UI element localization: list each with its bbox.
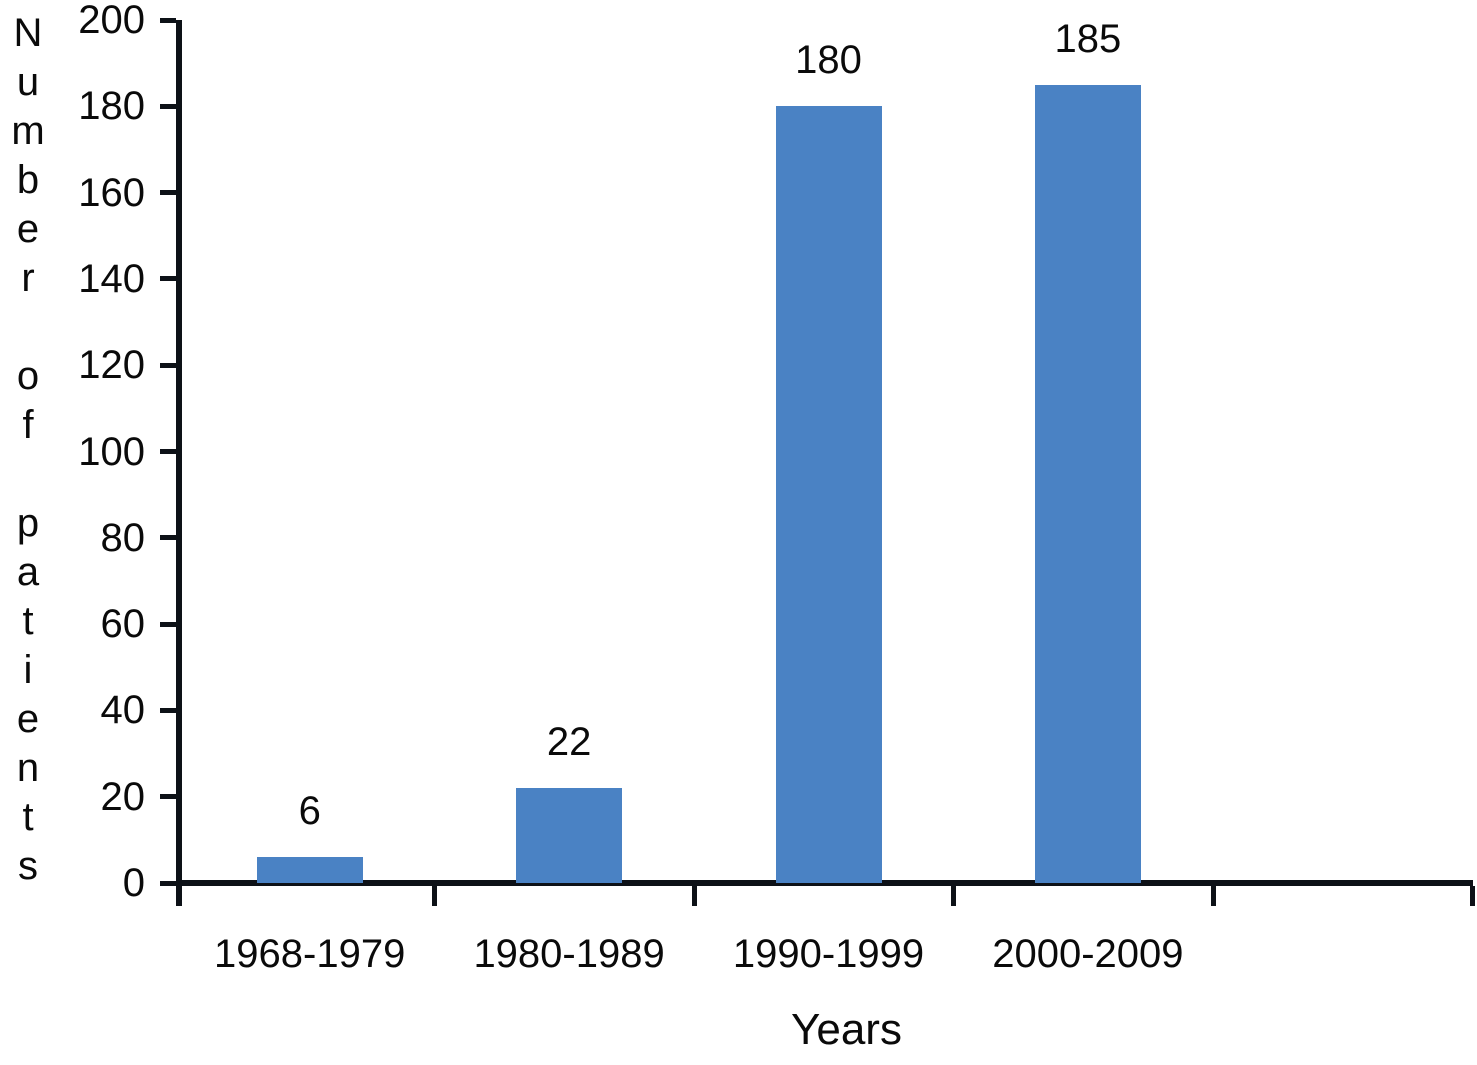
x-tick-mark [691, 886, 697, 906]
x-axis-line [176, 880, 1473, 886]
y-tick-label: 40 [100, 688, 146, 733]
x-tick-mark [1210, 886, 1216, 906]
x-category-label: 1968-1979 [214, 932, 406, 976]
bar [775, 106, 882, 883]
y-tick-label: 200 [78, 0, 145, 42]
y-tick-mark [160, 707, 176, 713]
x-category-label: 2000-2009 [992, 932, 1184, 976]
y-tick-mark [160, 276, 176, 282]
y-tick-label: 180 [78, 84, 145, 129]
y-tick-label: 160 [78, 170, 145, 215]
bar-value-label: 6 [298, 789, 321, 834]
y-tick-label: 100 [78, 429, 145, 474]
x-category-label: 1980-1989 [473, 932, 665, 976]
x-axis-title: Years [791, 1005, 902, 1054]
y-tick-mark [160, 621, 176, 627]
y-tick-mark [160, 794, 176, 800]
x-category-label: 1990-1999 [732, 932, 925, 976]
y-axis-title: Number of patients [6, 10, 50, 893]
y-tick-mark [160, 880, 176, 886]
bar-value-label: 185 [1054, 16, 1122, 61]
x-tick-mark [1470, 886, 1475, 906]
bar [516, 788, 623, 883]
y-tick-mark [160, 103, 176, 109]
y-tick-mark [160, 17, 176, 23]
y-tick-mark [160, 449, 176, 454]
bar [1034, 84, 1141, 883]
x-tick-mark [432, 886, 438, 906]
y-tick-label: 120 [78, 343, 145, 388]
bar-value-label: 180 [795, 38, 862, 83]
y-tick-mark [160, 362, 176, 368]
y-axis-line [176, 20, 182, 906]
y-tick-mark [160, 535, 176, 541]
y-tick-label: 60 [100, 602, 146, 647]
y-tick-label: 140 [78, 256, 145, 301]
y-tick-mark [160, 190, 176, 196]
y-tick-label: 80 [100, 515, 146, 560]
y-tick-label: 0 [122, 861, 145, 905]
y-tick-label: 20 [100, 774, 146, 819]
x-tick-mark [951, 886, 957, 906]
bar [256, 857, 363, 883]
bar-value-label: 22 [546, 720, 592, 765]
